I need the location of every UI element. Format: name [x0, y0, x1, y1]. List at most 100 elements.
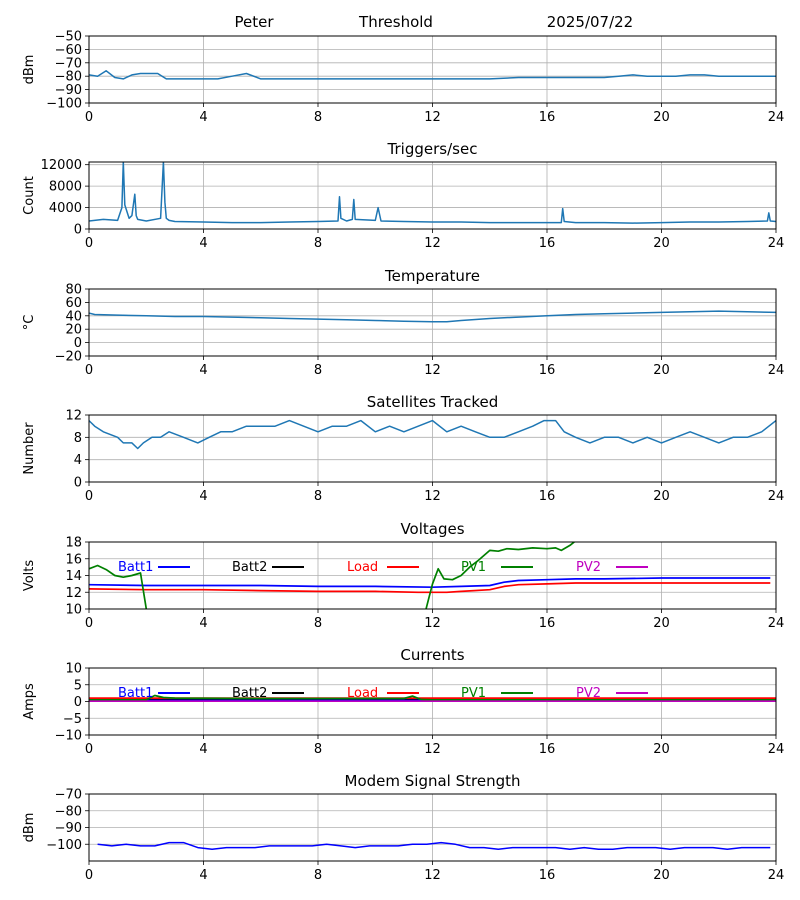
- series-group: [97, 841, 771, 851]
- series-line-data: [89, 70, 776, 80]
- y-tick-label: −90: [55, 83, 82, 98]
- y-tick-label: 5: [74, 678, 82, 693]
- x-tick-label: 4: [199, 742, 207, 757]
- chart-panel-1: 0 4 8 12 16 20 24 0 4000 8000 12000 Triggers/sec Cou…: [22, 140, 784, 251]
- legend-label-pv1: PV1: [461, 560, 486, 575]
- legend-label-batt1: Batt1: [118, 560, 153, 575]
- x-tick-label: 8: [314, 742, 322, 757]
- x-tick-label: 20: [653, 363, 670, 378]
- chart-panel-3: 0 4 8 12 16 20 24 0 4 8 12 Satellites Tracked Number: [22, 393, 784, 504]
- y-tick-label: −100: [46, 838, 82, 853]
- chart-title: Voltages: [400, 520, 464, 538]
- x-tick-label: 16: [539, 616, 556, 631]
- y-tick-label: 12: [65, 409, 82, 424]
- legend-label-batt1: Batt1: [118, 686, 153, 701]
- x-tick-label: 0: [85, 110, 93, 125]
- x-tick-label: 24: [768, 236, 785, 251]
- y-tick-label: 8000: [49, 180, 82, 195]
- x-tick-label: 4: [199, 363, 207, 378]
- y-tick-label: −70: [55, 788, 82, 803]
- header: Peter Threshold 2025/07/22: [234, 13, 633, 31]
- x-tick-label: 0: [85, 742, 93, 757]
- legend-label-load: Load: [347, 560, 378, 575]
- chart-panel-0: 0 4 8 12 16 20 24 −100−90−80−70−60−50 dBm: [22, 30, 784, 126]
- y-axis-label: °C: [22, 315, 37, 331]
- x-tick-label: 8: [314, 363, 322, 378]
- y-tick-label: −5: [63, 712, 82, 727]
- x-tick-label: 0: [85, 236, 93, 251]
- y-axis-label: dBm: [22, 813, 37, 843]
- y-tick-label: 12: [65, 586, 82, 601]
- y-axis-label: dBm: [22, 55, 37, 85]
- y-tick-label: 40: [65, 309, 82, 324]
- legend-label-load: Load: [347, 686, 378, 701]
- x-tick-label: 24: [768, 489, 785, 504]
- series-group: [89, 310, 776, 323]
- series-group: [89, 542, 771, 609]
- x-tick-label: 4: [199, 489, 207, 504]
- series-line-load: [89, 582, 771, 594]
- header-name: Peter: [234, 13, 274, 31]
- y-tick-label: 12000: [41, 158, 82, 173]
- y-tick-label: −80: [55, 70, 82, 85]
- legend-label-pv1: PV1: [461, 686, 486, 701]
- x-tick-label: 8: [314, 110, 322, 125]
- y-tick-label: 16: [65, 552, 82, 567]
- y-tick-label: −70: [55, 56, 82, 71]
- y-axis-label: Number: [22, 422, 37, 475]
- x-tick-label: 8: [314, 236, 322, 251]
- y-tick-label: −100: [46, 97, 82, 112]
- chart-panel-6: 0 4 8 12 16 20 24 −100 −90 −80−70 Modem Signal Str…: [22, 772, 784, 883]
- x-tick-label: 20: [653, 616, 670, 631]
- y-tick-label: 0: [74, 223, 82, 238]
- y-tick-label: 20: [65, 323, 82, 338]
- legend-label-batt2: Batt2: [232, 686, 267, 701]
- y-tick-label: −10: [55, 729, 82, 744]
- legend-label-pv2: PV2: [576, 686, 601, 701]
- x-tick-label: 20: [653, 742, 670, 757]
- x-tick-label: 0: [85, 489, 93, 504]
- y-tick-label: −50: [55, 30, 82, 45]
- x-tick-label: 16: [539, 236, 556, 251]
- y-tick-label: 10: [65, 662, 82, 677]
- series-line-data: [89, 419, 776, 450]
- chart-title: Triggers/sec: [387, 140, 478, 158]
- x-tick-label: 24: [768, 616, 785, 631]
- x-tick-label: 24: [768, 110, 785, 125]
- y-tick-label: 0: [74, 336, 82, 351]
- y-tick-label: −90: [55, 821, 82, 836]
- x-tick-label: 20: [653, 236, 670, 251]
- y-tick-label: 18: [65, 536, 82, 551]
- x-tick-label: 12: [424, 742, 441, 757]
- y-tick-label: 80: [65, 283, 82, 298]
- x-tick-label: 16: [539, 110, 556, 125]
- y-tick-label: 10: [65, 603, 82, 618]
- x-tick-label: 8: [314, 489, 322, 504]
- x-tick-label: 24: [768, 363, 785, 378]
- x-tick-label: 24: [768, 742, 785, 757]
- y-tick-label: 14: [65, 569, 82, 584]
- x-tick-label: 12: [424, 868, 441, 883]
- x-tick-label: 16: [539, 363, 556, 378]
- header-date: 2025/07/22: [547, 13, 633, 31]
- series-line-pv1: [89, 564, 148, 609]
- series-group: [89, 162, 776, 224]
- series-group: [89, 70, 776, 80]
- x-tick-label: 16: [539, 742, 556, 757]
- x-tick-label: 12: [424, 110, 441, 125]
- x-tick-label: 20: [653, 110, 670, 125]
- legend-label-batt2: Batt2: [232, 560, 267, 575]
- y-tick-label: −80: [55, 804, 82, 819]
- series-line-data: [97, 841, 771, 851]
- y-tick-label: 4000: [49, 201, 82, 216]
- y-axis-label: Amps: [22, 683, 37, 720]
- x-tick-label: 12: [424, 236, 441, 251]
- x-tick-label: 4: [199, 236, 207, 251]
- x-tick-label: 0: [85, 616, 93, 631]
- x-tick-label: 12: [424, 489, 441, 504]
- x-tick-label: 16: [539, 868, 556, 883]
